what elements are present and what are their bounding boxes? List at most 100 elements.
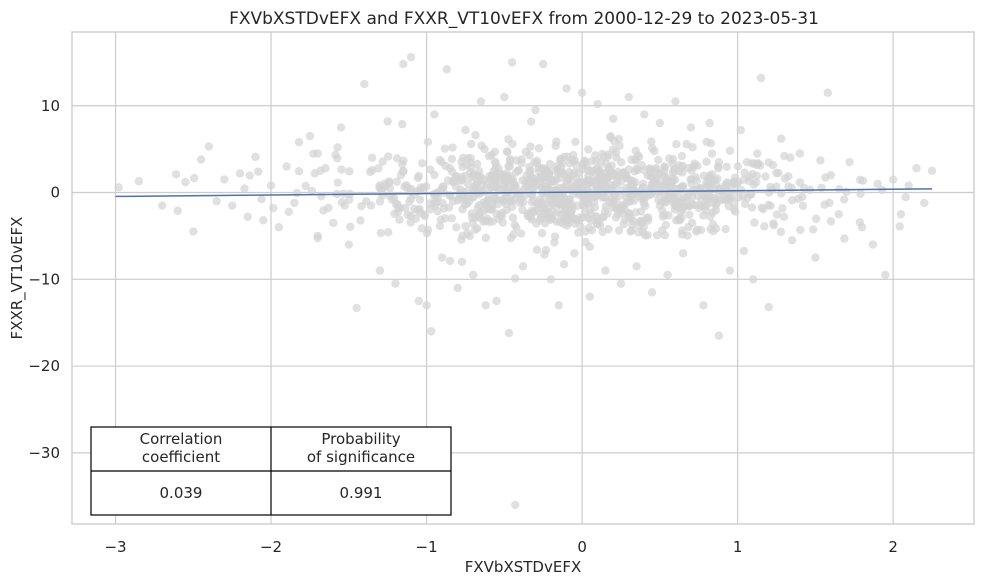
scatter-point	[776, 227, 786, 237]
scatter-point	[840, 195, 849, 204]
scatter-point	[559, 219, 568, 228]
scatter-point	[333, 143, 342, 152]
scatter-point	[508, 213, 518, 222]
scatter-point	[337, 165, 346, 174]
scatter-point	[259, 216, 268, 225]
regression-line	[115, 188, 933, 198]
scatter-point	[687, 174, 696, 184]
scatter-point	[430, 110, 439, 119]
scatter-point	[525, 162, 534, 172]
x-tick-label: 1	[733, 538, 743, 556]
scatter-point	[583, 175, 593, 184]
scatter-point	[663, 270, 672, 280]
scatter-point	[423, 225, 433, 235]
scatter-point	[686, 123, 696, 132]
scatter-point	[696, 225, 706, 235]
scatter-point	[584, 223, 594, 233]
scatter-point	[684, 222, 693, 232]
scatter-point	[294, 166, 304, 176]
scatter-point	[413, 173, 423, 183]
scatter-point	[395, 215, 404, 224]
scatter-point	[384, 178, 394, 187]
scatter-point	[360, 79, 369, 89]
scatter-point	[448, 143, 457, 152]
scatter-point	[484, 151, 494, 161]
scatter-point	[667, 190, 677, 199]
scatter-point	[321, 164, 330, 173]
scatter-point	[888, 175, 898, 184]
scatter-point	[418, 159, 427, 168]
scatter-point	[220, 175, 229, 184]
scatter-point	[570, 156, 580, 165]
scatter-point	[394, 203, 403, 213]
scatter-point	[457, 157, 466, 167]
scatter-point	[243, 212, 252, 222]
scatter-point	[439, 204, 449, 213]
scatter-point	[284, 207, 294, 217]
scatter-point	[699, 211, 708, 220]
scatter-point	[611, 213, 621, 222]
scatter-point	[539, 59, 548, 69]
scatter-point	[630, 167, 639, 176]
scatter-point	[660, 162, 669, 171]
y-tick-label: −30	[28, 444, 60, 462]
scatter-point	[384, 152, 393, 161]
scatter-point	[706, 212, 715, 221]
scatter-point	[481, 233, 491, 243]
scatter-point	[664, 183, 673, 193]
scatter-point	[766, 201, 775, 211]
x-tick-label: −3	[104, 538, 126, 556]
scatter-point	[497, 212, 506, 221]
scatter-point	[397, 120, 407, 129]
scatter-point	[736, 185, 746, 195]
scatter-point	[435, 221, 445, 231]
y-tick-label: 10	[41, 97, 60, 115]
scatter-point	[723, 178, 732, 187]
scatter-point	[646, 190, 655, 199]
scatter-point	[440, 144, 450, 153]
scatter-point	[607, 168, 617, 178]
scatter-point	[517, 155, 526, 164]
scatter-point	[356, 216, 365, 225]
scatter-point	[740, 168, 749, 177]
scatter-point	[772, 210, 782, 219]
scatter-point	[721, 224, 730, 234]
y-tick-label: −10	[28, 270, 60, 288]
scatter-point	[776, 189, 786, 198]
scatter-point	[331, 150, 340, 159]
scatter-point	[467, 173, 477, 182]
scatter-point	[811, 253, 820, 262]
scatter-point	[593, 163, 602, 173]
table-header-correlation: Correlation coefficient	[140, 430, 223, 466]
scatter-point	[500, 92, 509, 102]
scatter-point	[452, 223, 461, 232]
scatter-point	[526, 117, 536, 126]
scatter-point	[528, 173, 537, 183]
scatter-point	[817, 183, 826, 192]
scatter-point	[647, 137, 656, 146]
scatter-point	[601, 202, 611, 211]
scatter-point	[506, 154, 515, 164]
scatter-point	[457, 173, 466, 182]
x-tick-label: 0	[577, 538, 587, 556]
scatter-point	[664, 154, 674, 163]
scatter-point	[490, 182, 500, 192]
scatter-point	[811, 214, 821, 223]
scatter-point	[742, 157, 752, 167]
scatter-point	[385, 191, 394, 200]
scatter-point	[787, 236, 797, 245]
scatter-point	[761, 172, 770, 181]
scatter-point	[725, 266, 735, 275]
x-axis-label: FXVbXSTDvEFX	[465, 558, 581, 576]
scatter-point	[554, 301, 563, 310]
scatter-point	[537, 175, 546, 184]
scatter-point	[554, 200, 564, 209]
y-tick-label: 0	[50, 184, 60, 202]
scatter-point	[901, 193, 910, 202]
scatter-point	[171, 170, 181, 179]
scatter-point	[591, 212, 600, 221]
scatter-point	[634, 221, 644, 230]
scatter-point	[181, 177, 190, 187]
scatter-point	[652, 231, 662, 240]
